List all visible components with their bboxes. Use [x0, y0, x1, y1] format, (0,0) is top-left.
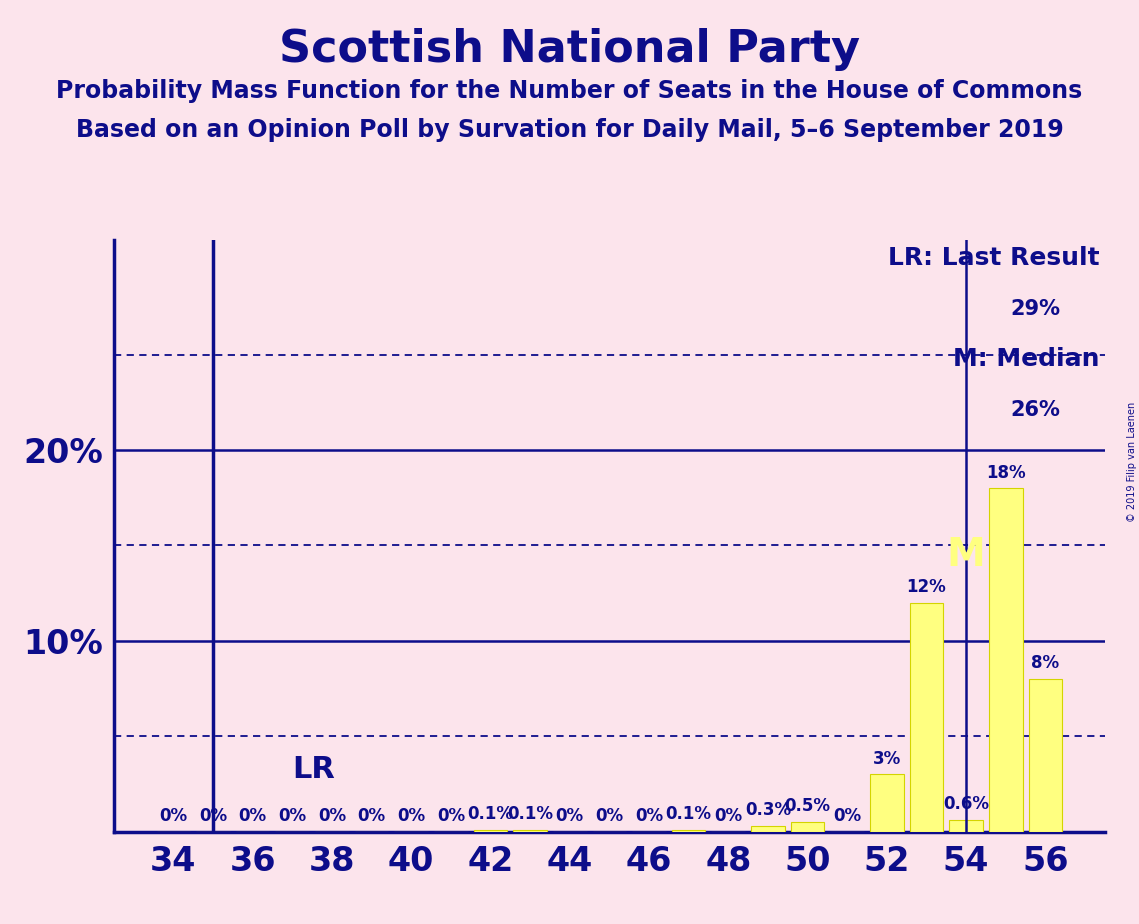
Bar [514, 830, 547, 832]
Text: 3%: 3% [872, 749, 901, 768]
Bar [751, 826, 785, 832]
Text: Scottish National Party: Scottish National Party [279, 28, 860, 71]
Bar [672, 830, 705, 832]
Text: 0%: 0% [238, 807, 267, 825]
Text: M: Median: M: Median [953, 346, 1100, 371]
Text: 18%: 18% [986, 464, 1025, 481]
Text: LR: Last Result: LR: Last Result [888, 246, 1100, 270]
Text: Probability Mass Function for the Number of Seats in the House of Commons: Probability Mass Function for the Number… [56, 79, 1083, 103]
Text: 0.1%: 0.1% [507, 805, 554, 823]
Text: 26%: 26% [1010, 400, 1060, 419]
Bar [910, 602, 943, 832]
Text: 0.5%: 0.5% [785, 797, 830, 815]
Text: 0%: 0% [398, 807, 425, 825]
Text: 12%: 12% [907, 578, 947, 596]
Bar [949, 821, 983, 832]
Text: 0%: 0% [833, 807, 861, 825]
Text: 29%: 29% [1010, 299, 1060, 320]
Text: © 2019 Filip van Laenen: © 2019 Filip van Laenen [1126, 402, 1137, 522]
Text: 0%: 0% [318, 807, 346, 825]
Text: 0.3%: 0.3% [745, 801, 790, 820]
Text: 0%: 0% [596, 807, 623, 825]
Bar [870, 774, 903, 832]
Text: 0.1%: 0.1% [665, 805, 712, 823]
Text: 0%: 0% [556, 807, 584, 825]
Text: M: M [947, 536, 985, 574]
Text: 0.6%: 0.6% [943, 796, 989, 813]
Text: 0%: 0% [634, 807, 663, 825]
Text: LR: LR [293, 755, 335, 784]
Text: 0%: 0% [159, 807, 188, 825]
Text: 8%: 8% [1031, 654, 1059, 673]
Bar [474, 830, 507, 832]
Text: 0.1%: 0.1% [467, 805, 514, 823]
Bar [989, 488, 1023, 832]
Bar [790, 822, 825, 832]
Text: Based on an Opinion Poll by Survation for Daily Mail, 5–6 September 2019: Based on an Opinion Poll by Survation fo… [75, 118, 1064, 142]
Text: 0%: 0% [199, 807, 227, 825]
Text: 0%: 0% [278, 807, 306, 825]
Text: 0%: 0% [714, 807, 743, 825]
Text: 0%: 0% [436, 807, 465, 825]
Bar [1029, 679, 1063, 832]
Text: 0%: 0% [358, 807, 386, 825]
